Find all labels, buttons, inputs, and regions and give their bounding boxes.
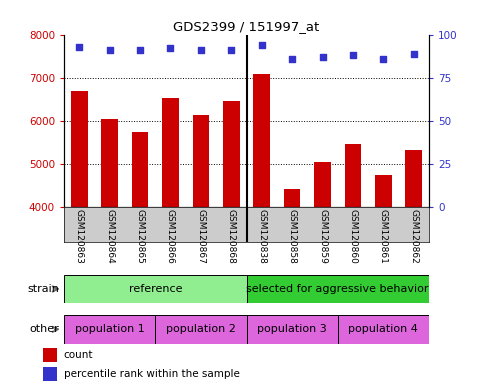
Point (227, 47, 235, 53)
Text: GSM120866: GSM120866 (166, 209, 175, 264)
Bar (64, 275, 246, 303)
Text: GSM120863: GSM120863 (75, 209, 84, 264)
Point (410, 51, 418, 57)
Text: GSM120859: GSM120859 (318, 209, 327, 264)
Bar (246, 315, 338, 344)
Text: percentile rank within the sample: percentile rank within the sample (64, 369, 240, 379)
Text: population 3: population 3 (257, 324, 327, 334)
Bar (162, 99, 179, 207)
Text: GSM120868: GSM120868 (227, 209, 236, 264)
Bar (64, 315, 155, 344)
Point (380, 56, 387, 62)
Bar (155, 315, 246, 344)
Point (167, 45, 175, 51)
Point (197, 47, 205, 53)
Bar (338, 315, 429, 344)
Text: GSM120867: GSM120867 (196, 209, 206, 264)
Point (349, 52, 357, 58)
Text: GSM120838: GSM120838 (257, 209, 266, 264)
Point (106, 47, 113, 53)
Text: GSM120864: GSM120864 (105, 209, 114, 264)
Text: GSM120858: GSM120858 (287, 209, 297, 264)
Bar (314, 162, 331, 207)
Text: population 1: population 1 (75, 324, 144, 334)
Bar (132, 132, 148, 207)
Bar (223, 101, 240, 207)
Text: GSM120861: GSM120861 (379, 209, 388, 264)
Text: GSM120865: GSM120865 (136, 209, 144, 264)
Text: strain: strain (27, 284, 59, 294)
Text: other: other (30, 324, 59, 334)
Point (258, 42, 266, 48)
Point (75, 44, 83, 50)
Point (136, 47, 144, 53)
Bar (253, 74, 270, 207)
Bar (43, 348, 57, 362)
Bar (71, 91, 88, 207)
Text: selected for aggressive behavior: selected for aggressive behavior (246, 284, 429, 294)
Bar (284, 189, 300, 207)
Text: count: count (64, 350, 93, 360)
Text: population 2: population 2 (166, 324, 236, 334)
Bar (345, 144, 361, 207)
Title: GDS2399 / 151997_at: GDS2399 / 151997_at (174, 20, 319, 33)
Point (288, 56, 296, 62)
Bar (102, 119, 118, 207)
Bar (405, 150, 422, 207)
Text: GSM120862: GSM120862 (409, 209, 418, 264)
Point (318, 54, 326, 60)
Text: population 4: population 4 (349, 324, 418, 334)
Bar (246, 275, 429, 303)
Bar (43, 367, 57, 381)
Bar (193, 115, 209, 207)
Text: reference: reference (129, 284, 182, 294)
Bar (375, 175, 391, 207)
Text: GSM120860: GSM120860 (349, 209, 357, 264)
